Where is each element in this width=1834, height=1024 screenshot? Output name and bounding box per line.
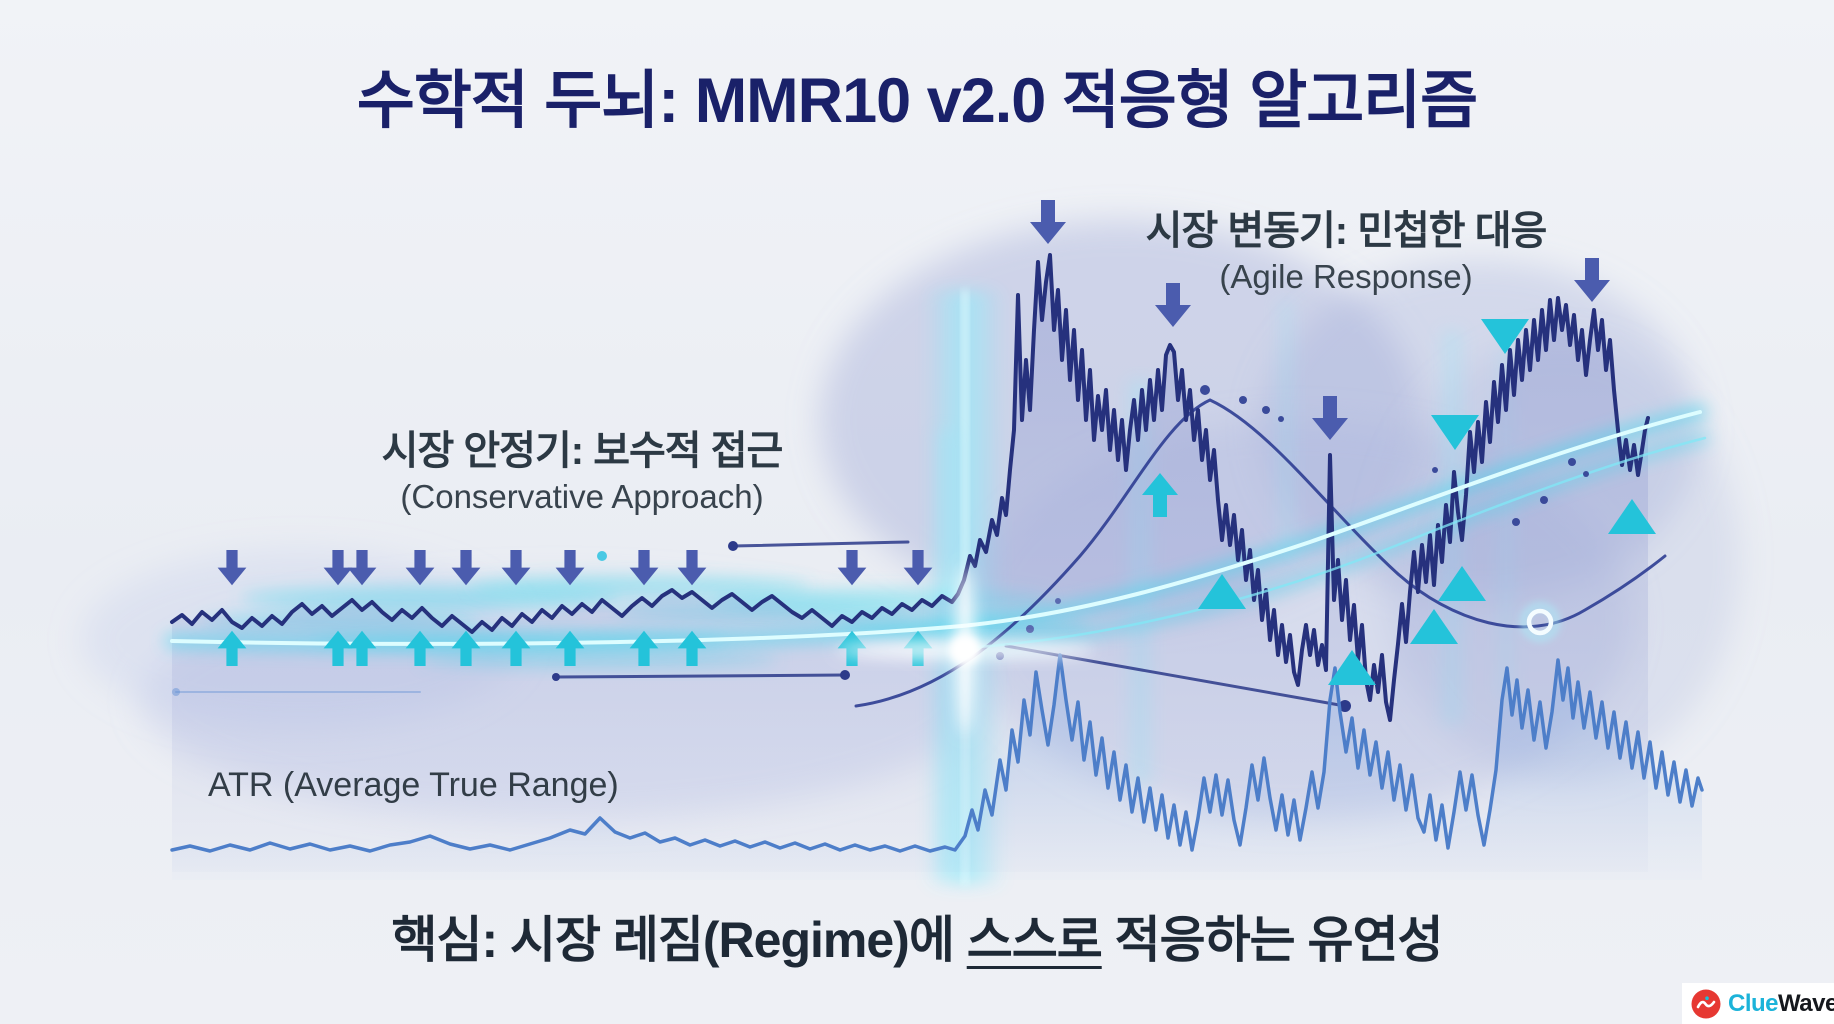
- transition-flare: [835, 565, 1095, 735]
- footer-prefix: 핵심: 시장 레짐(Regime)에: [391, 912, 967, 968]
- stable-regime-heading: 시장 안정기: 보수적 접근: [381, 429, 784, 473]
- logo-text-wave: Wave: [1778, 989, 1834, 1017]
- cluewave-wave-icon: [1691, 989, 1721, 1018]
- logo-text-clue: Clue: [1728, 989, 1779, 1017]
- footer-suffix: 적응하는 유연성: [1101, 912, 1444, 968]
- signal-markers: [217, 200, 1656, 685]
- cluewave-logo-text: ClueWave: [1728, 990, 1834, 1018]
- series-area-fills: [172, 255, 1702, 880]
- slide-title: 수학적 두뇌: MMR10 v2.0 적응형 알고리즘: [356, 66, 1478, 136]
- atr-series-label: ATR (Average True Range): [208, 766, 619, 804]
- footer-key-message: 핵심: 시장 레짐(Regime)에 스스로 적응하는 유연성: [0, 900, 1834, 972]
- comet-streaks: [172, 540, 1351, 712]
- overlay-glow-curves: [170, 410, 1707, 650]
- footer-underlined-word: 스스로: [966, 912, 1103, 968]
- volatile-regime-heading: 시장 변동기: 민첩한 대응: [1145, 209, 1548, 253]
- cluewave-logo: ClueWave: [1682, 983, 1834, 1024]
- volatile-regime-label: 시장 변동기: 민첩한 대응 (Agile Response): [1145, 198, 1548, 296]
- stable-regime-subheading: (Conservative Approach): [400, 478, 764, 515]
- ring-marker: [1520, 602, 1560, 642]
- series-lines: [170, 253, 1704, 853]
- stable-regime-label: 시장 안정기: 보수적 접근 (Conservative Approach): [381, 418, 784, 516]
- volatile-regime-subheading: (Agile Response): [1219, 258, 1473, 295]
